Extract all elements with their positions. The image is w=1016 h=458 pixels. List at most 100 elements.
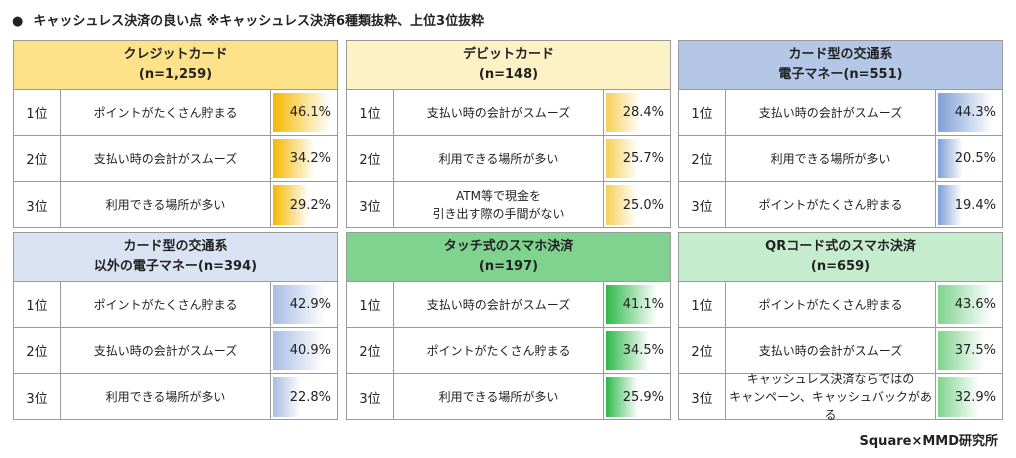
reason-label: 利用できる場所が多い	[726, 136, 936, 181]
panel-title-line: デビットカード	[462, 47, 554, 62]
table-row: 2位 支払い時の会計がスムーズ 40.9%	[14, 328, 337, 374]
value-cell: 25.9%	[604, 374, 670, 420]
table-row: 2位 支払い時の会計がスムーズ 34.2%	[14, 136, 337, 182]
result-panel: クレジットカード (n=1,259) 1位 ポイントがたくさん貯まる 46.1% 2位 支払…	[13, 40, 338, 228]
rank-cell: 2位	[347, 136, 394, 181]
rank-cell: 3位	[347, 374, 394, 420]
value-label: 37.5%	[954, 343, 996, 358]
value-bar	[273, 93, 331, 132]
reason-label: ポイントがたくさん貯まる	[61, 282, 271, 327]
value-cell: 22.8%	[271, 374, 337, 420]
value-label: 25.7%	[622, 151, 664, 166]
reason-label: 利用できる場所が多い	[394, 136, 604, 181]
reason-label: 利用できる場所が多い	[61, 182, 271, 228]
value-label: 29.2%	[289, 197, 331, 213]
value-cell: 43.6%	[936, 282, 1002, 327]
rank-cell: 3位	[14, 182, 61, 228]
table-row: 2位 利用できる場所が多い 25.7%	[347, 136, 670, 182]
reason-label: 支払い時の会計がスムーズ	[61, 328, 271, 373]
panel-header: カード型の交通系以外の電子マネー(n=394)	[14, 233, 337, 282]
value-bar	[938, 93, 993, 132]
value-cell: 40.9%	[271, 328, 337, 373]
value-label: 28.4%	[622, 105, 664, 120]
rank-cell: 1位	[679, 90, 726, 135]
panel-title-line: QRコード式のスマホ決済	[765, 239, 916, 254]
value-bar	[273, 139, 316, 178]
value-bar	[606, 93, 642, 132]
table-row: 2位 ポイントがたくさん貯まる 34.5%	[347, 328, 670, 374]
value-label: 46.1%	[289, 105, 331, 120]
value-bar	[938, 377, 979, 417]
table-row: 3位 利用できる場所が多い 29.2%	[14, 182, 337, 228]
rank-cell: 2位	[14, 328, 61, 373]
rank-cell: 1位	[347, 90, 394, 135]
value-cell: 42.9%	[271, 282, 337, 327]
result-panel: QRコード式のスマホ決済 (n=659) 1位 ポイントがたくさん貯まる 43.6% 2位…	[678, 232, 1003, 422]
rank-cell: 2位	[679, 136, 726, 181]
value-bar	[606, 285, 657, 324]
table-row: 1位 ポイントがたくさん貯まる 42.9%	[14, 282, 337, 328]
value-label: 42.9%	[289, 297, 331, 312]
table-row: 2位 支払い時の会計がスムーズ 37.5%	[679, 328, 1002, 374]
value-bar	[606, 331, 649, 370]
value-bar	[273, 185, 310, 225]
value-bar	[273, 285, 327, 324]
reason-label: 支払い時の会計がスムーズ	[726, 90, 936, 135]
value-label: 34.2%	[289, 151, 331, 166]
reason-label: 支払い時の会計がスムーズ	[61, 136, 271, 181]
value-cell: 25.0%	[604, 182, 670, 228]
table-row: 3位 ポイントがたくさん貯まる 19.4%	[679, 182, 1002, 228]
rank-cell: 1位	[679, 282, 726, 327]
reason-label: ATM等で現金を 引き出す際の手間がない	[394, 182, 604, 228]
reason-label: 支払い時の会計がスムーズ	[394, 90, 604, 135]
value-cell: 20.5%	[936, 136, 1002, 181]
value-bar	[938, 285, 993, 324]
value-cell: 34.2%	[271, 136, 337, 181]
rank-cell: 3位	[679, 182, 726, 228]
value-label: 40.9%	[289, 343, 331, 358]
rank-cell: 3位	[347, 182, 394, 228]
reason-label: ポイントがたくさん貯まる	[726, 282, 936, 327]
reason-label: ポイントがたくさん貯まる	[394, 328, 604, 373]
panel-title-line: (n=659)	[810, 259, 871, 274]
panel-title-line: 以外の電子マネー(n=394)	[93, 259, 258, 274]
value-cell: 34.5%	[604, 328, 670, 373]
reason-label: ポイントがたくさん貯まる	[726, 182, 936, 228]
table-row: 1位 支払い時の会計がスムーズ 28.4%	[347, 90, 670, 136]
table-row: 3位 キャッシュレス決済ならではの キャンペーン、キャッシュバックがある 32.9%	[679, 372, 1002, 422]
rank-cell: 1位	[347, 282, 394, 327]
reason-label: キャッシュレス決済ならではの キャンペーン、キャッシュバックがある	[726, 372, 936, 422]
panel-header: QRコード式のスマホ決済 (n=659)	[679, 233, 1002, 282]
value-label: 22.8%	[289, 389, 331, 405]
panel-title-line: 電子マネー(n=551)	[778, 67, 903, 82]
value-cell: 37.5%	[936, 328, 1002, 373]
panel-title-line: カード型の交通系	[123, 239, 228, 254]
panel-header: タッチ式のスマホ決済 (n=197)	[347, 233, 670, 282]
rank-cell: 3位	[14, 374, 61, 420]
table-row: 3位 ATM等で現金を 引き出す際の手間がない 25.0%	[347, 182, 670, 228]
panel-header: カード型の交通系 電子マネー(n=551)	[679, 41, 1002, 90]
panel-title-line: (n=1,259)	[138, 67, 213, 82]
value-cell: 41.1%	[604, 282, 670, 327]
table-row: 1位 ポイントがたくさん貯まる 46.1%	[14, 90, 337, 136]
value-label: 34.5%	[622, 343, 664, 358]
value-bar	[938, 185, 963, 225]
bullet-icon: ●	[12, 14, 24, 29]
value-cell: 19.4%	[936, 182, 1002, 228]
table-row: 2位 利用できる場所が多い 20.5%	[679, 136, 1002, 182]
rank-cell: 2位	[347, 328, 394, 373]
value-label: 43.6%	[954, 297, 996, 312]
rank-cell: 2位	[14, 136, 61, 181]
value-label: 44.3%	[954, 105, 996, 120]
value-bar	[606, 377, 639, 417]
value-label: 20.5%	[954, 151, 996, 166]
value-label: 25.0%	[622, 197, 664, 213]
panel-title-line: (n=148)	[478, 67, 539, 82]
table-row: 3位 利用できる場所が多い 25.9%	[347, 374, 670, 420]
table-row: 1位 支払い時の会計がスムーズ 44.3%	[679, 90, 1002, 136]
result-panel: デビットカード (n=148) 1位 支払い時の会計がスムーズ 28.4% 2位 利用できる…	[346, 40, 671, 228]
reason-label: 利用できる場所が多い	[61, 374, 271, 420]
reason-label: 利用できる場所が多い	[394, 374, 604, 420]
rank-cell: 3位	[679, 374, 726, 420]
value-cell: 44.3%	[936, 90, 1002, 135]
